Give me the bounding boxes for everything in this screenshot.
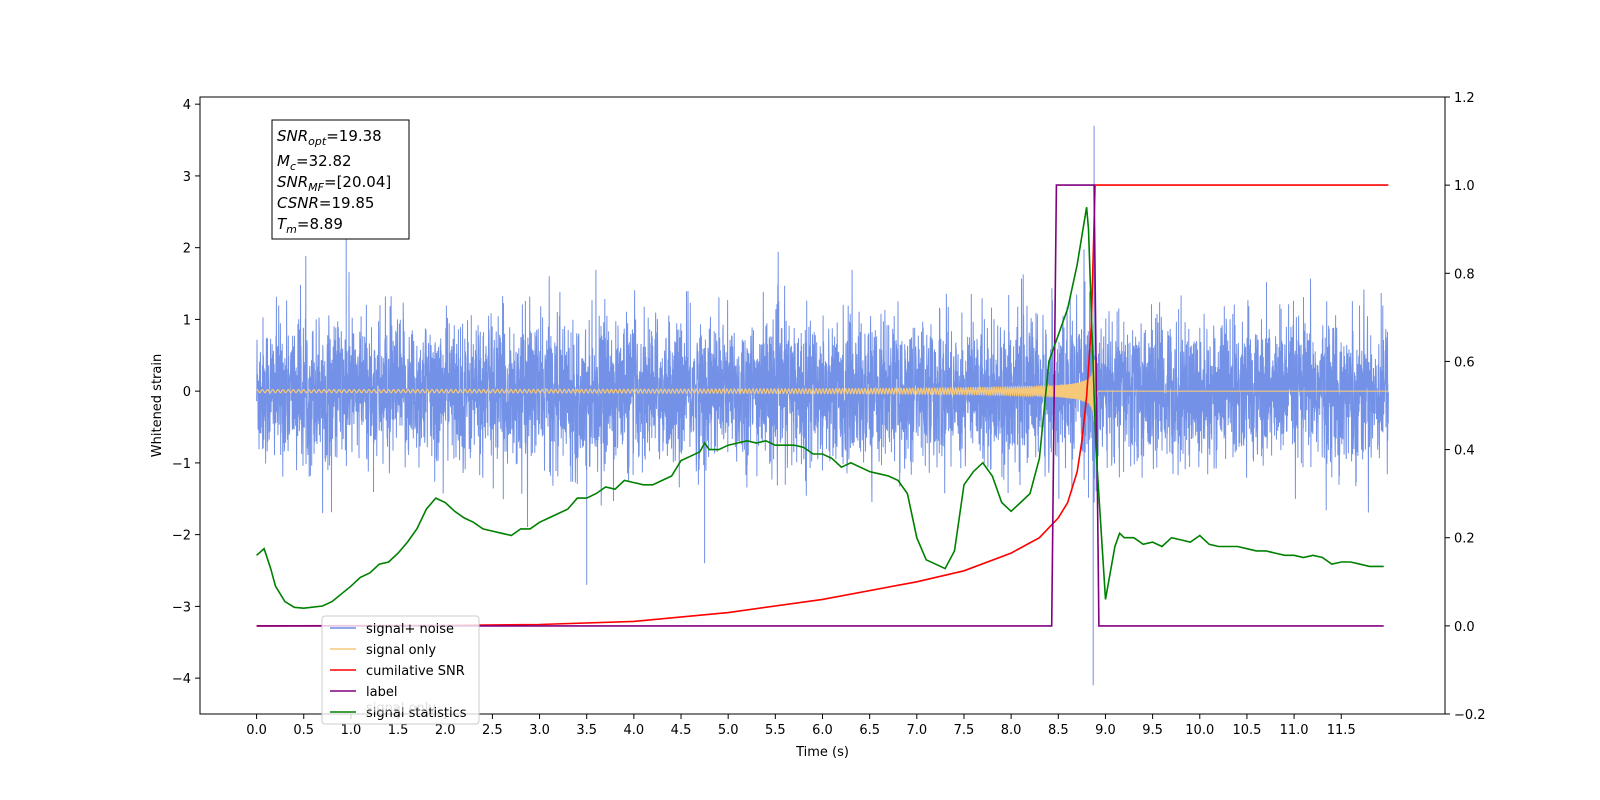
y-tick-label: −2 <box>172 529 191 544</box>
y-tick-label: −3 <box>172 600 191 615</box>
x-tick-label: 1.5 <box>388 723 409 738</box>
y-tick-label: 2 <box>183 242 191 257</box>
legend-frame <box>321 615 480 725</box>
series-signal-only <box>256 359 1389 422</box>
legend-ghost-text: signal only <box>366 701 436 716</box>
y-tick-label: 0 <box>183 385 191 400</box>
y-right-tick-label: 0.0 <box>1454 620 1475 635</box>
x-tick-label: 6.0 <box>812 723 833 738</box>
y-right-tick-label: −0.2 <box>1454 708 1486 723</box>
y-tick-label: 3 <box>183 170 191 185</box>
legend-item-label: signal+ noise <box>366 622 454 637</box>
y-right-tick-label: 1.2 <box>1454 91 1475 106</box>
y-tick-label: 4 <box>183 98 191 113</box>
y-right-tick-label: 1.0 <box>1454 179 1475 194</box>
legend: signal+ noise signal only cumilative SNR la… <box>321 615 480 725</box>
x-tick-label: 11.5 <box>1327 723 1356 738</box>
axes: 0.0 0.5 1.0 1.5 2.0 2.5 3.0 3.5 4.0 4.5 5.0 5.5 6.0 6… <box>150 91 1486 760</box>
y-right-tick-label: 0.2 <box>1454 532 1475 547</box>
y-right-tick-label: 0.8 <box>1454 267 1475 282</box>
series-layer <box>256 125 1389 686</box>
x-tick-label: 2.5 <box>482 723 503 738</box>
x-tick-label: 9.5 <box>1142 723 1163 738</box>
legend-item-label: signal statistics <box>366 706 467 721</box>
legend-item-label: label <box>366 685 397 700</box>
series-label <box>256 184 1384 627</box>
annotation-line: Tm=8.89 <box>277 215 343 236</box>
x-tick-label: 3.5 <box>576 723 597 738</box>
x-axis-label: Time (s) <box>795 745 849 760</box>
x-tick-label: 7.0 <box>906 723 927 738</box>
y-tick-label: −4 <box>172 672 191 687</box>
x-tick-label: 8.0 <box>1001 723 1022 738</box>
x-tick-label: 0.0 <box>246 723 267 738</box>
y-tick-label: 1 <box>183 313 191 328</box>
x-tick-label: 4.0 <box>624 723 645 738</box>
annotation-box: SNRopt=19.38 Mc=32.82SNRMF=[20.04]CSNR=19… <box>271 119 410 240</box>
legend-item-label: cumilative SNR <box>366 664 465 679</box>
x-tick-label: 9.0 <box>1095 723 1116 738</box>
x-tick-label: 10.0 <box>1185 723 1214 738</box>
x-tick-label: 11.0 <box>1280 723 1309 738</box>
annotation-line: SNRopt=19.38 <box>277 127 382 148</box>
annotation-frame <box>271 119 410 240</box>
annotation-line: SNRMF=[20.04] <box>277 173 391 194</box>
x-tick-label: 0.5 <box>293 723 314 738</box>
x-tick-label: 1.0 <box>341 723 362 738</box>
x-tick-label: 4.5 <box>671 723 692 738</box>
x-tick-label: 8.5 <box>1048 723 1069 738</box>
x-tick-label: 5.5 <box>765 723 786 738</box>
series-signal-noise <box>256 125 1389 686</box>
series-signal-statistics <box>256 207 1384 610</box>
legend-item-label: signal only <box>366 643 436 658</box>
x-tick-label: 7.5 <box>954 723 975 738</box>
x-tick-label: 3.0 <box>529 723 550 738</box>
x-tick-label: 5.0 <box>718 723 739 738</box>
x-tick-label: 2.0 <box>435 723 456 738</box>
y-right-tick-label: 0.4 <box>1454 444 1475 459</box>
x-tick-label: 6.5 <box>859 723 880 738</box>
annotation-line: CSNR=19.85 <box>277 194 374 212</box>
annotation-line: Mc=32.82 <box>277 152 352 173</box>
y-axis-label: Whitened strain <box>150 354 165 457</box>
y-right-tick-label: 0.6 <box>1454 355 1475 370</box>
y-tick-label: −1 <box>172 457 191 472</box>
x-tick-label: 10.5 <box>1232 723 1261 738</box>
